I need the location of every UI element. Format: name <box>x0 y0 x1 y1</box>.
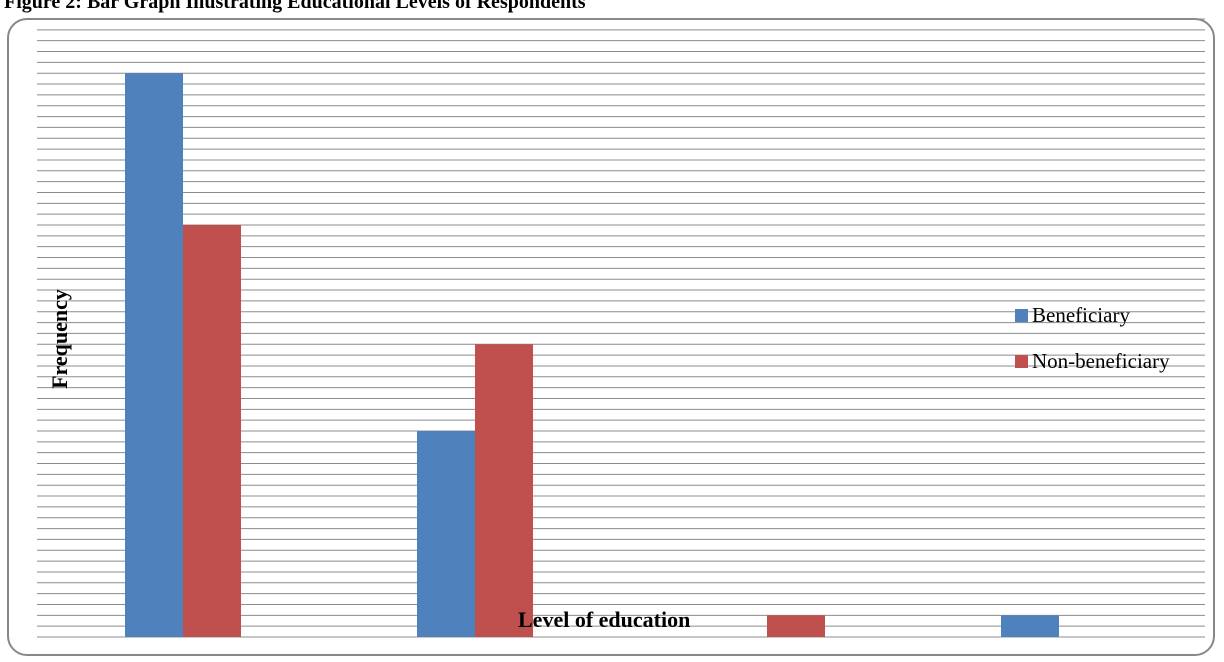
x-axis-label: Level of education <box>518 607 691 632</box>
bar-non-beneficiary-1 <box>183 225 241 637</box>
legend-swatch-non-beneficiary <box>1015 354 1028 368</box>
bars <box>125 73 1059 638</box>
bar-non-beneficiary-2 <box>475 344 533 637</box>
legend-item-beneficiary: Beneficiary <box>1015 302 1170 328</box>
bar-non-beneficiary-3 <box>767 615 825 637</box>
legend: Beneficiary Non-beneficiary <box>1015 302 1170 394</box>
legend-label-beneficiary: Beneficiary <box>1032 302 1130 327</box>
y-axis-label: Frequency <box>47 289 72 389</box>
legend-label-non-beneficiary: Non-beneficiary <box>1032 348 1170 373</box>
bar-beneficiary-1 <box>125 73 183 638</box>
bar-beneficiary-4 <box>1001 615 1059 637</box>
legend-item-non-beneficiary: Non-beneficiary <box>1015 348 1170 374</box>
bar-beneficiary-2 <box>417 431 475 637</box>
legend-swatch-beneficiary <box>1015 308 1028 322</box>
figure-title: Figure 2: Bar Graph Illustrating Educati… <box>4 0 586 13</box>
